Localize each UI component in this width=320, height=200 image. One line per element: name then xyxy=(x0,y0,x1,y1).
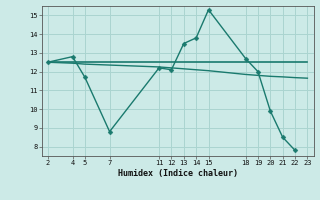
X-axis label: Humidex (Indice chaleur): Humidex (Indice chaleur) xyxy=(118,169,237,178)
